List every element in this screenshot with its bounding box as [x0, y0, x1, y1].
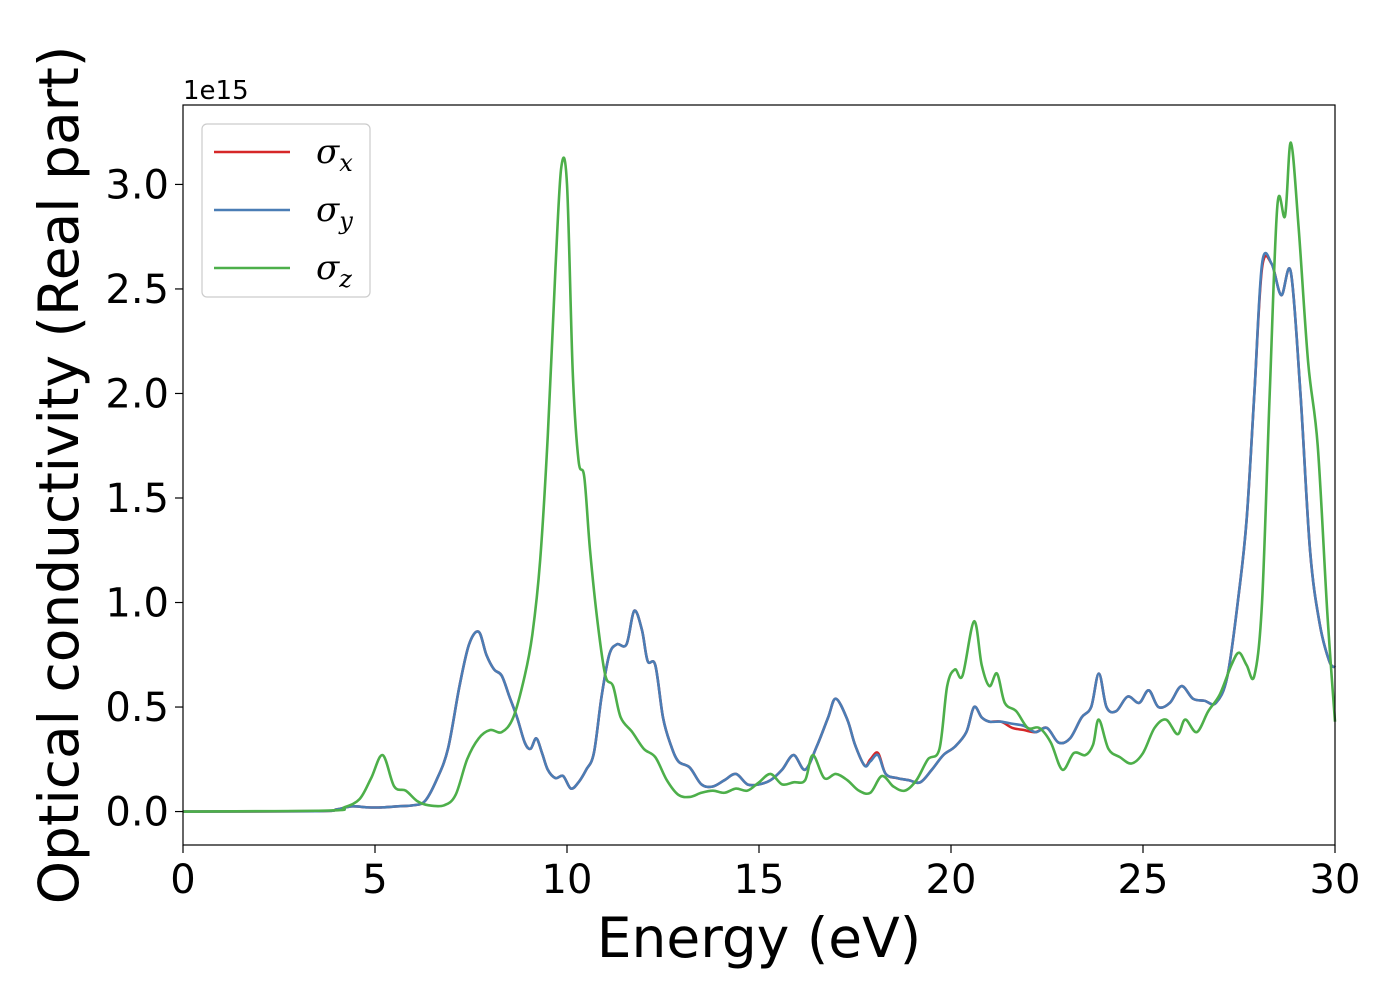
- y-tick-label: 3.0: [105, 162, 169, 208]
- x-tick-label: 10: [542, 857, 593, 903]
- x-tick-label: 25: [1118, 857, 1169, 903]
- legend-symbol: σ: [316, 248, 340, 288]
- legend-subscript: z: [338, 265, 352, 293]
- x-tick-label: 5: [362, 857, 387, 903]
- x-tick-label: 30: [1310, 857, 1361, 903]
- legend-subscript: y: [338, 207, 353, 235]
- plot-background: [183, 105, 1335, 845]
- legend-label-z: σz: [316, 248, 352, 293]
- legend-label-x: σx: [316, 132, 353, 177]
- y-tick-label: 2.5: [105, 267, 169, 313]
- x-tick-label: 15: [734, 857, 785, 903]
- y-tick-label: 1.0: [105, 581, 169, 627]
- x-axis-title: Energy (eV): [597, 906, 921, 970]
- legend-symbol: σ: [316, 190, 340, 230]
- legend-symbol: σ: [316, 132, 340, 172]
- legend-label-y: σy: [316, 190, 353, 235]
- y-axis-title: Optical conductivity (Real part): [27, 46, 91, 905]
- y-tick-label: 0.5: [105, 685, 169, 731]
- series-line-z: [182, 141, 1337, 813]
- series-layer: [182, 141, 1337, 813]
- x-tick-label: 0: [170, 857, 195, 903]
- x-tick-label: 20: [926, 857, 977, 903]
- x-axis-ticks: 0 5 10 15 20 25 30: [170, 845, 1360, 903]
- series-line-y: [182, 251, 1336, 813]
- y-tick-label: 2.0: [105, 371, 169, 417]
- y-offset-label: 1e15: [183, 76, 249, 106]
- y-tick-label: 1.5: [105, 476, 169, 522]
- y-axis-ticks: 0.0 0.5 1.0 1.5 2.0 2.5 3.0: [105, 162, 183, 836]
- y-tick-label: 0.0: [105, 790, 169, 836]
- legend-subscript: x: [339, 149, 353, 177]
